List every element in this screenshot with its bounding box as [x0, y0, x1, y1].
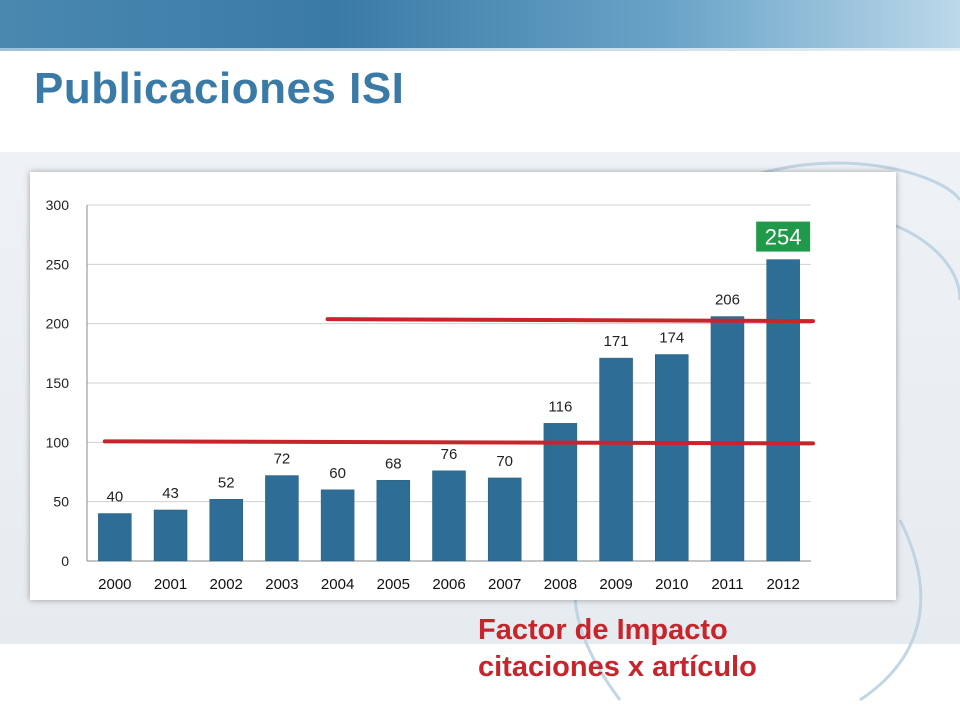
- value-label-2009: 171: [604, 333, 629, 350]
- y-tick-label-0: 0: [61, 553, 69, 569]
- bar-2007: [487, 477, 522, 562]
- note-line-1: Factor de Impacto: [478, 614, 728, 646]
- bar-2011: [710, 316, 745, 562]
- y-tick-label-200: 200: [46, 316, 70, 332]
- x-tick-label-2006: 2006: [432, 576, 465, 593]
- x-tick-label-2010: 2010: [655, 576, 688, 593]
- impact-factor-note: Factor de Impacto citaciones x artículo: [478, 612, 757, 686]
- value-label-2011: 206: [715, 292, 740, 309]
- x-tick-label-2011: 2011: [711, 576, 743, 593]
- y-tick-label-150: 150: [46, 375, 70, 391]
- value-label-2000: 40: [107, 489, 124, 506]
- value-label-2005: 68: [385, 455, 402, 472]
- y-tick-label-100: 100: [46, 434, 70, 450]
- bar-2004: [320, 489, 355, 562]
- y-tick-label-50: 50: [53, 494, 69, 510]
- value-label-2010: 174: [659, 330, 684, 347]
- value-label-bg-2012: [756, 221, 811, 252]
- value-label-2002: 52: [218, 474, 235, 491]
- y-tick-label-300: 300: [46, 197, 70, 213]
- x-tick-label-2001: 2001: [154, 576, 187, 593]
- y-tick-label-250: 250: [46, 256, 70, 272]
- bar-2012: [766, 259, 800, 562]
- x-tick-label-2004: 2004: [321, 576, 354, 593]
- reference-line-2: [325, 317, 815, 324]
- bar-2009: [599, 357, 633, 562]
- bar-2008: [543, 423, 578, 562]
- note-line-2: citaciones x artículo: [478, 651, 757, 683]
- chart-container: 0 50 100 150 200 250 300 40 2000 43 2001 52 2002 72 20…: [30, 172, 896, 600]
- x-tick-label-2012: 2012: [766, 576, 799, 593]
- bar-2006: [432, 470, 466, 562]
- value-label-2001: 43: [162, 485, 179, 502]
- reference-line-1: [102, 439, 815, 446]
- x-tick-label-2002: 2002: [210, 576, 243, 593]
- header-band: [0, 0, 960, 48]
- bar-chart: 0 50 100 150 200 250 300 40 2000 43 2001 52 2002 72 20…: [46, 197, 815, 593]
- x-tick-label-2009: 2009: [599, 576, 632, 593]
- value-label-2006: 76: [441, 446, 458, 463]
- value-label-2003: 72: [274, 451, 291, 468]
- bar-2001: [153, 509, 188, 562]
- value-label-2004: 60: [329, 465, 346, 482]
- x-tick-label-2000: 2000: [98, 576, 131, 593]
- value-label-2007: 70: [496, 453, 513, 470]
- x-tick-label-2005: 2005: [377, 576, 410, 593]
- value-label-2008: 116: [548, 398, 572, 415]
- x-tick-label-2008: 2008: [544, 576, 577, 593]
- x-tick-label-2003: 2003: [265, 576, 298, 593]
- slide-title: Publicaciones ISI: [34, 64, 405, 113]
- bar-2002: [209, 499, 243, 562]
- bar-2000: [98, 513, 132, 562]
- bar-2010: [655, 354, 689, 562]
- header-band-line: [0, 48, 960, 51]
- x-tick-label-2007: 2007: [488, 576, 521, 593]
- bar-2003: [265, 475, 299, 562]
- value-label-2012: 254: [765, 225, 802, 250]
- bar-2005: [376, 480, 411, 562]
